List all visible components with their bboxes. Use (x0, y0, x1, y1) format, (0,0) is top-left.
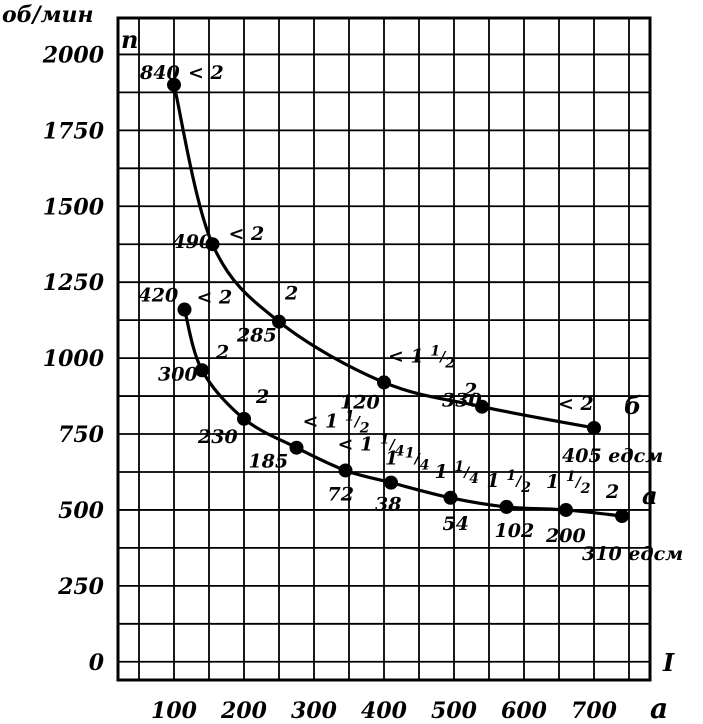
data-point (338, 463, 353, 478)
point-label: 102 (495, 520, 535, 542)
data-point (272, 314, 286, 329)
x-tick-label: 400 (361, 698, 408, 724)
point-label: 300 (158, 363, 198, 385)
point-note: 1 1/2 (487, 468, 532, 496)
data-point (443, 490, 458, 505)
point-label: 230 (197, 426, 238, 448)
y-tick-label: 1000 (43, 346, 105, 372)
x-tick-label: 100 (151, 698, 198, 724)
grid (118, 18, 650, 680)
point-note: 2 (255, 386, 269, 408)
x-tick-label: 600 (501, 698, 548, 724)
point-label: 200 (545, 525, 586, 547)
data-point (237, 411, 251, 426)
series-end-label: 310 едсм (582, 543, 683, 565)
point-note: 2 (215, 341, 229, 363)
y-tick-label: 2000 (42, 42, 105, 68)
data-point (377, 375, 391, 390)
y-tick-label: 500 (58, 498, 105, 524)
region-label: I (662, 648, 675, 677)
x-tick-labels: 100 200 300 400 500 600 700 (151, 698, 618, 724)
data-point (289, 440, 304, 455)
point-note: 2 (605, 481, 619, 503)
point-label: 120 (340, 391, 380, 413)
series-line (182, 309, 623, 518)
point-label: 330 (442, 390, 482, 412)
point-note: < 1 1/4 (338, 431, 405, 459)
point-label: 285 (236, 325, 277, 347)
series-name: а (642, 481, 658, 510)
point-note: < 2 (229, 223, 265, 245)
point-note: < 1 1/2 (303, 409, 370, 437)
point-note: < 2 (558, 393, 594, 415)
x-tick-label: 300 (291, 698, 338, 724)
point-label: 185 (249, 451, 289, 473)
point-note: < 1 1/2 (388, 343, 455, 371)
point-note: 1 1/4 (385, 446, 429, 474)
point-label: 840 (139, 62, 180, 84)
series-end-label: 405 едсм (562, 445, 663, 467)
point-note: < 2 (197, 287, 233, 309)
y-tick-label: 1750 (43, 118, 105, 144)
y-axis-label: n (121, 25, 138, 54)
data-point (205, 237, 220, 252)
y-tick-label: 750 (58, 422, 105, 448)
data-point (177, 302, 192, 317)
point-label: 420 (139, 285, 179, 307)
point-label: 72 (328, 483, 354, 505)
y-axis-units: об/мин (2, 2, 94, 28)
data-point (195, 363, 209, 378)
point-label: 54 (443, 513, 469, 535)
y-tick-label: 0 (89, 650, 105, 676)
data-point (587, 420, 601, 435)
point-note: < 2 (188, 62, 224, 84)
point-label: 38 (375, 494, 401, 516)
data-point (615, 509, 629, 524)
point-note: 2 (284, 283, 298, 305)
data-point (167, 77, 181, 92)
data-point (559, 502, 573, 517)
x-tick-label: 200 (220, 698, 268, 724)
point-note: 1 1/4 (435, 459, 479, 487)
series-name: б (624, 391, 641, 420)
y-tick-label: 1500 (43, 194, 105, 220)
data-point (475, 399, 489, 414)
plot-frame (116, 16, 652, 682)
y-tick-label: 250 (57, 574, 105, 600)
x-tick-label: 700 (571, 698, 618, 724)
x-axis-label: a (650, 692, 668, 724)
data-point (384, 475, 398, 490)
x-tick-label: 500 (431, 698, 478, 724)
point-note: 1 1/2 (546, 469, 591, 497)
data-point (499, 499, 514, 514)
y-tick-label: 1250 (43, 270, 105, 296)
y-tick-labels: 0 250 500 750 1000 1250 1500 1750 2000 (42, 42, 105, 675)
point-label: 490 (173, 231, 213, 253)
point-note: 2 (463, 380, 477, 402)
